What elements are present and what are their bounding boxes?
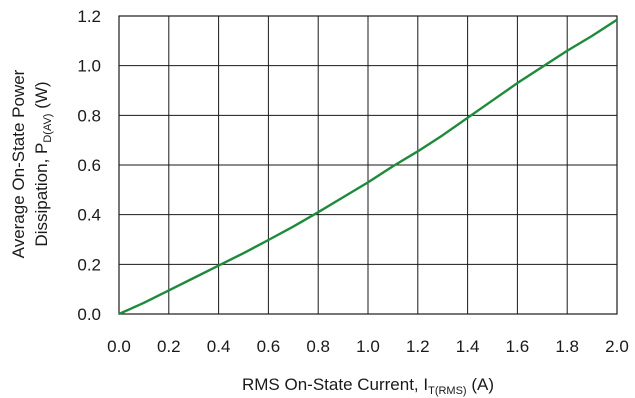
x-tick-label-0: 0.0	[107, 337, 131, 356]
y-tick-label-2: 0.4	[77, 206, 101, 225]
y-tick-label-3: 0.6	[77, 156, 101, 175]
y-tick-label-0: 0.0	[77, 305, 101, 324]
y-tick-label-5: 1.0	[77, 57, 101, 76]
x-tick-label-5: 1.0	[356, 337, 380, 356]
x-tick-label-3: 0.6	[257, 337, 281, 356]
x-tick-label-1: 0.2	[157, 337, 181, 356]
grid-lines	[118, 15, 618, 315]
y-axis-label-line1: Average On-State Power	[9, 69, 28, 258]
y-tick-label-6: 1.2	[77, 7, 101, 26]
x-tick-label-9: 1.8	[555, 337, 579, 356]
x-tick-label-2: 0.4	[207, 337, 231, 356]
x-tick-label-10: 2.0	[605, 337, 629, 356]
y-tick-labels: 0.0 0.2 0.4 0.6 0.8 1.0 1.2	[77, 7, 101, 324]
x-tick-labels: 0.0 0.2 0.4 0.6 0.8 1.0 1.2 1.4 1.6 1.8 2.0	[107, 337, 629, 356]
series-layer	[118, 18, 618, 316]
x-tick-label-7: 1.4	[456, 337, 480, 356]
y-tick-label-4: 0.8	[77, 106, 101, 125]
series-line-0	[118, 18, 618, 316]
y-tick-label-1: 0.2	[77, 255, 101, 274]
x-tick-label-8: 1.6	[506, 337, 530, 356]
y-axis-label-line2: Dissipation, PD(AV) (W)	[32, 81, 54, 246]
plot-frame	[118, 15, 618, 315]
x-axis-label: RMS On-State Current, IT(RMS) (A)	[242, 375, 494, 397]
x-tick-label-6: 1.2	[406, 337, 430, 356]
x-tick-label-4: 0.8	[306, 337, 330, 356]
